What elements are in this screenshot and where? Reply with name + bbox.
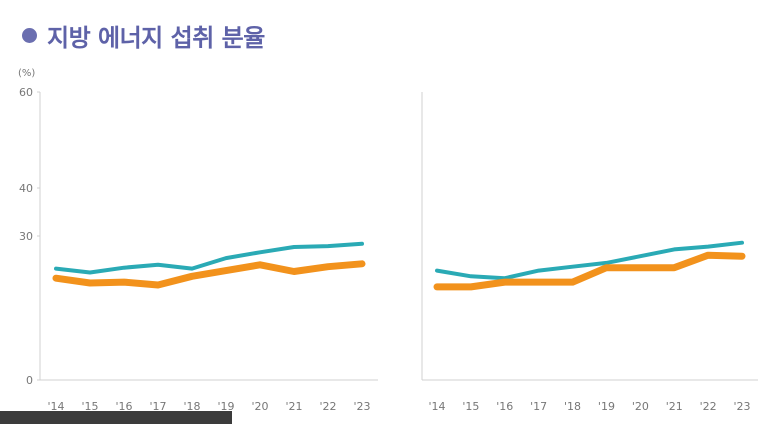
x-tick-label: '21 xyxy=(666,400,683,413)
x-tick-label: '18 xyxy=(183,400,200,413)
series-line-teal xyxy=(435,240,744,281)
x-tick-label: '19 xyxy=(217,400,234,413)
y-tick-label: 60 xyxy=(19,86,33,99)
series-line-teal xyxy=(54,241,364,275)
y-tick-label: 40 xyxy=(19,182,33,195)
chart-panel-right: '14 '15 '16 '17 '18 '19 '20 '21 '22 '23 xyxy=(421,92,758,413)
x-tick-label: '23 xyxy=(353,400,370,413)
x-tick-label: '22 xyxy=(319,400,336,413)
chart-panel-left: 0 30 40 60 (%) '14 '15 '16 '17 '18 '19 '20 '21 '22 '23 xyxy=(18,68,378,413)
y-tick-label: 0 xyxy=(26,374,33,387)
x-tick-label: '18 xyxy=(564,400,581,413)
x-tick-label: '16 xyxy=(496,400,513,413)
series-line-orange xyxy=(52,260,366,289)
y-tick-label: 30 xyxy=(19,230,33,243)
x-tick-label: '17 xyxy=(530,400,547,413)
x-tick-label: '22 xyxy=(700,400,717,413)
title-bullet-icon xyxy=(22,28,37,43)
x-tick-label: '17 xyxy=(149,400,166,413)
x-tick-label: '23 xyxy=(733,400,750,413)
x-tick-label: '19 xyxy=(598,400,615,413)
x-tick-label: '20 xyxy=(632,400,649,413)
x-tick-label: '15 xyxy=(462,400,479,413)
x-tick-label: '21 xyxy=(285,400,302,413)
y-axis-unit-label: (%) xyxy=(18,68,35,79)
chart-title-row: 지방 에너지 섭취 분율 xyxy=(22,18,265,53)
series-line-orange xyxy=(433,251,746,291)
x-tick-label: '14 xyxy=(47,400,64,413)
x-tick-label: '16 xyxy=(115,400,132,413)
x-tick-label: '15 xyxy=(81,400,98,413)
overlay-bar xyxy=(0,411,232,424)
x-tick-label: '14 xyxy=(428,400,445,413)
chart-title: 지방 에너지 섭취 분율 xyxy=(47,24,265,52)
x-tick-label: '20 xyxy=(251,400,268,413)
